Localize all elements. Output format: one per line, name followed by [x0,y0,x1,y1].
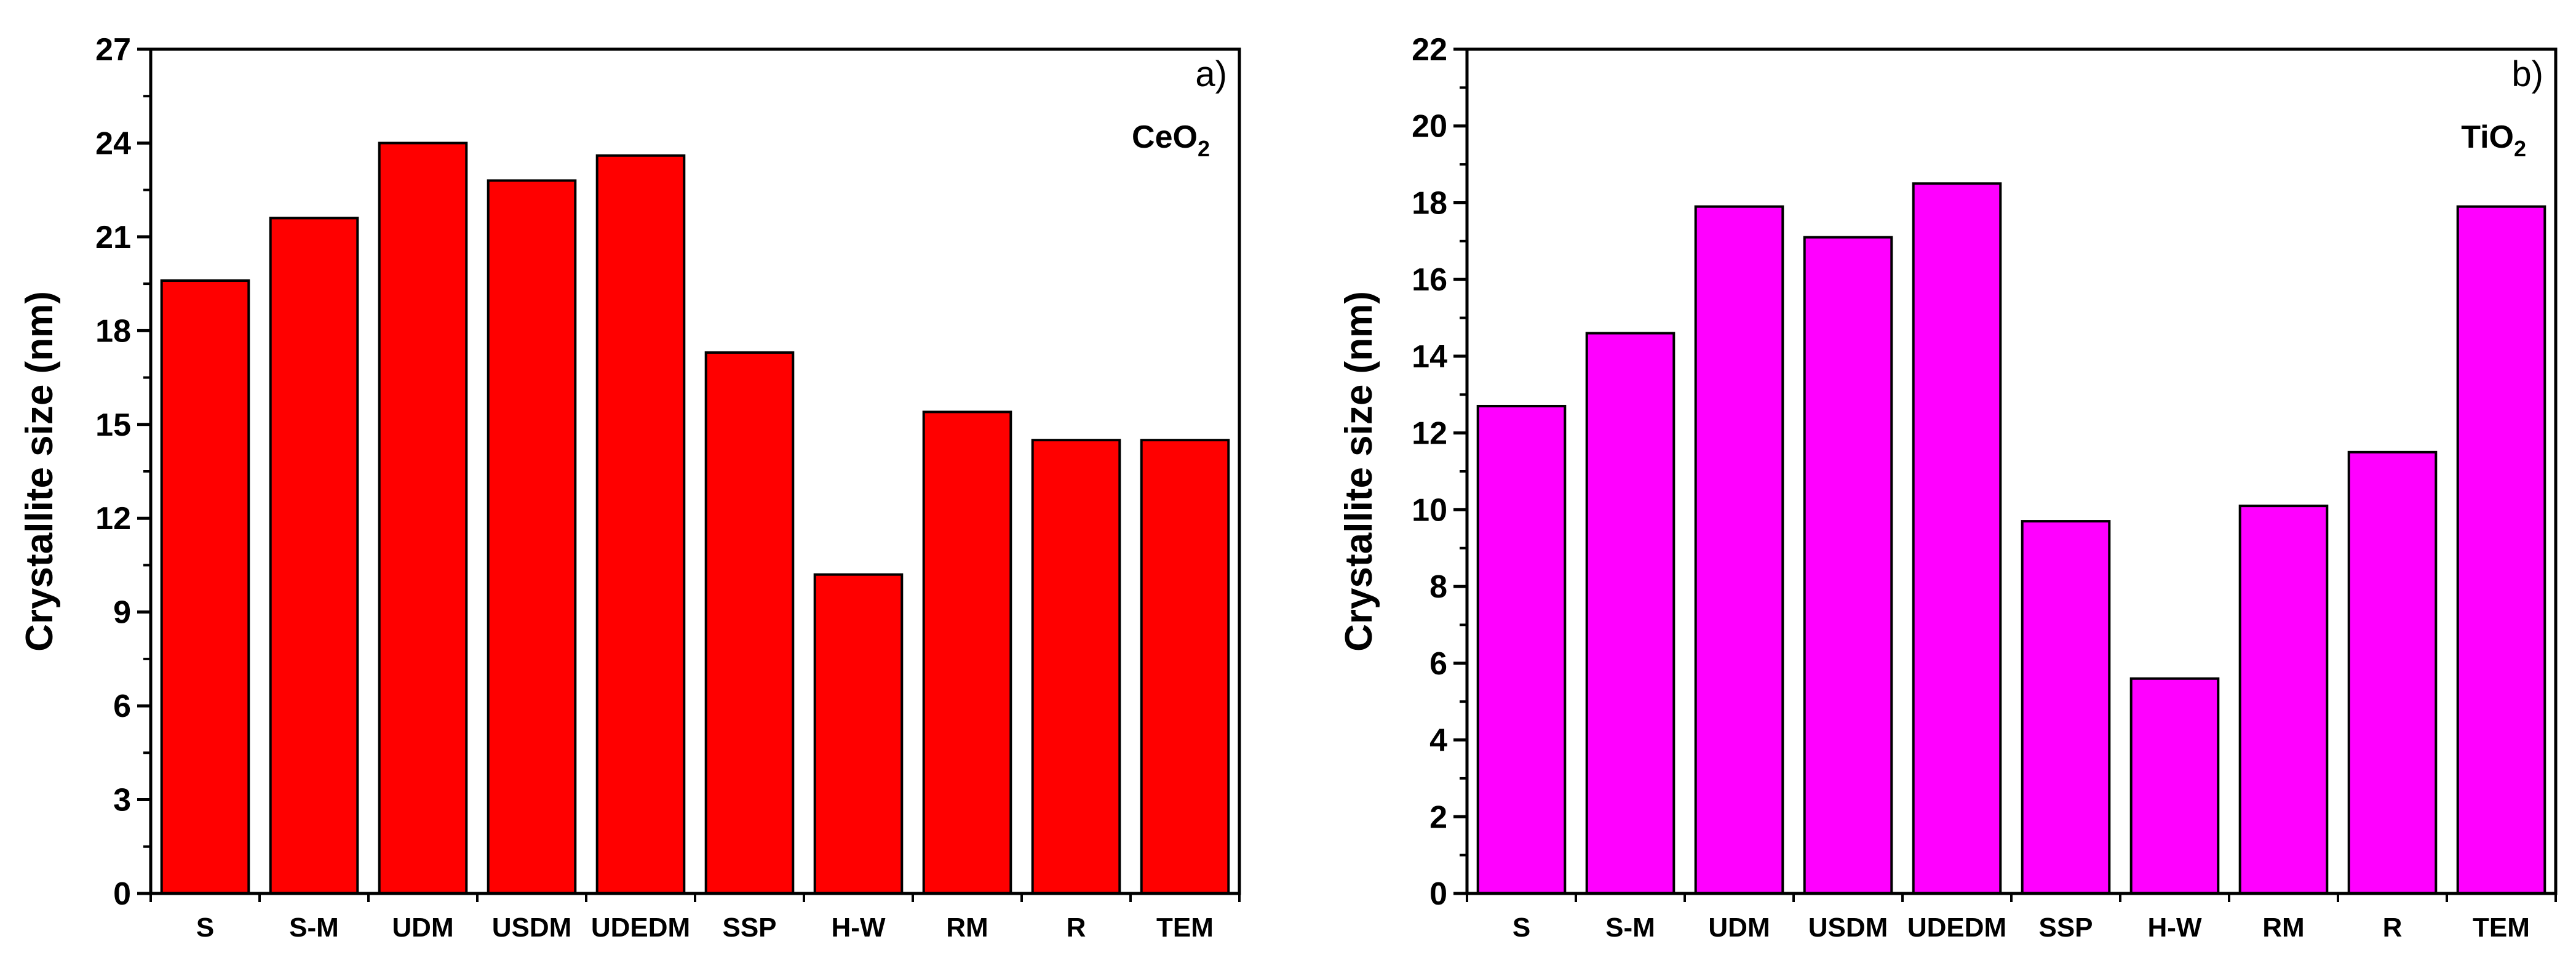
x-axis-tio2: S S-M UDM USDM UDEDM SSP H-W RM R TEM [1466,893,2557,943]
x-tick-label-udm: UDM [392,913,453,943]
y-tick-label: 2 [1429,799,1447,835]
x-tick-label-rm: RM [2262,913,2304,943]
y-tick-label: 14 [1412,339,1447,375]
x-tick-label-udm: UDM [1708,913,1770,943]
y-tick-label: 22 [1412,32,1447,68]
bar-tio2-r [2347,450,2438,895]
compound-label-ceo2: CeO2 [1132,119,1210,161]
bar-ceo2-h-w [813,573,904,895]
compound-subscript-ceo2: 2 [1198,136,1210,161]
y-tick-label: 20 [1412,109,1447,145]
bar-tio2-udm [1694,205,1784,895]
x-axis-ceo2: S S-M UDM USDM UDEDM SSP H-W RM R TEM [149,893,1241,943]
compound-base-ceo2: CeO [1132,119,1198,155]
y-tick-label: 18 [1412,185,1447,221]
x-tick-label-tem: TEM [2473,913,2530,943]
x-tick-label-h-w: H-W [832,913,886,943]
y-axis-ceo2: 0 3 6 9 12 15 18 21 24 27 [95,32,151,912]
compound-base-tio2: TiO [2461,119,2514,155]
y-axis-label-ceo2: Crystallite size (nm) [18,291,61,652]
bar-group-ceo2 [160,142,1230,895]
bar-tio2-usdm [1803,236,1893,895]
y-tick-label: 10 [1412,492,1447,528]
x-tick-label-usdm: USDM [492,913,572,943]
bar-ceo2-rm [922,410,1012,895]
x-tick-label-tem: TEM [1156,913,1214,943]
bar-ceo2-s-m [269,217,359,895]
y-tick-label: 0 [1429,876,1447,912]
y-tick-label: 18 [95,313,131,349]
x-tick-label-rm: RM [946,913,988,943]
bar-tio2-h-w [2129,677,2220,895]
bar-ceo2-ssp [704,351,795,895]
bar-tio2-udedm [1912,182,2002,895]
bar-ceo2-tem [1140,439,1230,895]
x-tick-label-s: S [196,913,214,943]
bar-tio2-tem [2456,205,2546,895]
y-tick-label: 4 [1429,723,1447,759]
y-tick-label: 27 [95,32,131,68]
x-tick-label-udedm: UDEDM [591,913,690,943]
x-tick-label-s-m: S-M [1605,913,1655,943]
y-tick-label: 12 [1412,416,1447,452]
y-tick-label: 21 [95,220,131,255]
bar-tio2-rm [2238,505,2329,895]
y-axis-label-tio2: Crystallite size (nm) [1338,291,1380,652]
y-axis-tio2: 0 2 4 6 8 10 12 14 16 18 20 22 [1412,32,1467,912]
x-tick-label-h-w: H-W [2148,913,2202,943]
chart-panel-tio2: 0 2 4 6 8 10 12 14 16 18 20 22 S S-M UDM USDM UDEDM SSP H… [1338,32,2558,943]
bar-ceo2-r [1031,439,1121,895]
bar-ceo2-usdm [487,179,577,895]
x-tick-label-usdm: USDM [1808,913,1888,943]
bar-ceo2-udedm [595,154,686,895]
x-tick-label-udedm: UDEDM [1907,913,2006,943]
y-tick-label: 6 [1429,646,1447,682]
y-tick-label: 8 [1429,569,1447,605]
x-tick-label-ssp: SSP [2038,913,2093,943]
y-tick-label: 9 [113,595,131,631]
bar-ceo2-udm [378,142,468,895]
y-tick-label: 16 [1412,262,1447,298]
bar-tio2-s [1476,404,1567,895]
x-tick-label-ssp: SSP [722,913,776,943]
x-tick-label-s: S [1513,913,1530,943]
y-tick-label: 15 [95,407,131,443]
compound-subscript-tio2: 2 [2514,136,2526,161]
x-tick-label-r: R [2383,913,2403,943]
y-tick-label: 24 [95,126,131,161]
chart-panel-ceo2: 0 3 6 9 12 15 18 21 24 27 S S-M UDM USDM UDEDM SSP H-W R… [18,32,1241,943]
bar-tio2-s-m [1585,332,1676,895]
x-tick-label-s-m: S-M [289,913,339,943]
bar-tio2-ssp [2021,520,2111,895]
bar-group-tio2 [1476,182,2546,895]
y-tick-label: 3 [113,783,131,818]
y-tick-label: 0 [113,876,131,912]
panel-label-a: a) [1195,54,1227,94]
y-tick-label: 6 [113,689,131,724]
compound-label-tio2: TiO2 [2461,119,2526,161]
panel-label-b: b) [2511,54,2543,94]
x-tick-label-r: R [1067,913,1086,943]
y-tick-label: 12 [95,501,131,537]
bar-ceo2-s [160,279,250,895]
